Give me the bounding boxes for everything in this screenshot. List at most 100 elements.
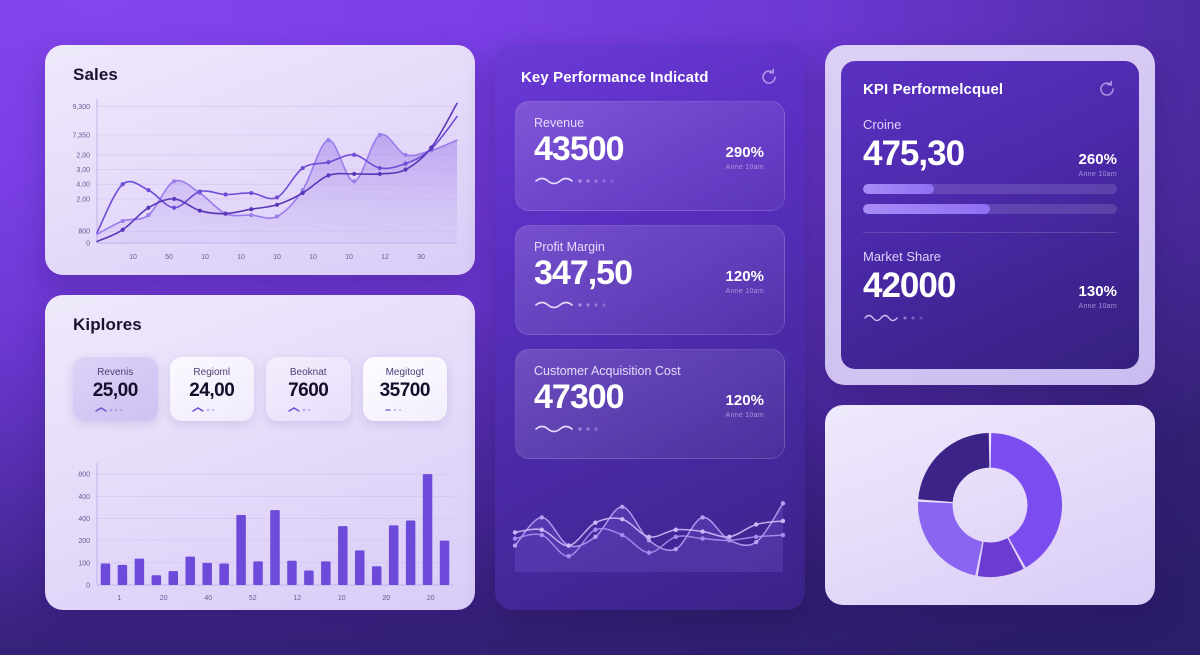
kpi-tile[interactable]: Megitogt 35700 [362,357,447,421]
svg-text:10: 10 [237,254,245,261]
metric-subtext: Anne 10am [725,288,764,295]
sales-card-title: Sales [73,65,118,84]
sparkline-icon [367,405,444,413]
metric-subtext: Anne 10am [725,164,764,171]
svg-text:0: 0 [86,241,90,248]
svg-text:20: 20 [427,595,435,602]
kpi-block-subtext: Anne 10am [1078,171,1117,178]
kpi-tile-label: Revenis [97,367,134,378]
svg-text:20: 20 [382,595,390,602]
metric-delta: 120% Anne 10am [725,392,764,419]
kpi-tile-value: 25,00 [92,380,139,401]
kpi-sparkline-chart[interactable] [512,479,786,590]
kpi-performance-inner: KPI Performelcquel Croine 475,30 260% An… [841,61,1139,369]
left-column: Sales 9,300 7,350 2,00 3,00 4,00 2,00 800 0 10 50… [45,45,475,610]
svg-text:3,00: 3,00 [76,167,90,174]
metric-delta: 290% Anne 10am [725,144,764,171]
kpi-block-croine[interactable]: Croine 475,30 260% Anne 10am [863,117,1117,214]
kpi-tile-label: Beoknat [289,367,327,378]
kpi-panel-title: Key Performance Indicatd [521,68,709,86]
kpi-sparkline-svg [512,501,786,572]
sparkline-icon [270,405,347,413]
kpi-block-market-share[interactable]: Market Share 42000 130% Anne 10am [863,249,1117,322]
svg-text:1: 1 [117,595,121,602]
kpi-block-delta: 130% Anne 10am [1078,283,1117,310]
metric-delta: 120% Anne 10am [725,268,764,295]
svg-text:10: 10 [129,254,137,261]
donut-chart-card [825,405,1155,605]
svg-text:10: 10 [309,254,317,261]
kpi-tile-value: 24,00 [189,380,235,401]
kpi-tile[interactable]: Beoknat 7600 [266,357,351,421]
svg-text:50: 50 [165,254,173,261]
svg-text:7,350: 7,350 [72,133,90,140]
svg-text:30: 30 [417,254,425,261]
kpi-performance-header: KPI Performelcquel [863,79,1117,117]
kpi-tile-row: Revenis 25,00 Regioml 24,00 Beoknat 7600 [45,335,475,421]
sparkline-icon [534,174,766,186]
progress-bar-2[interactable] [863,204,1117,214]
svg-text:10: 10 [273,254,281,261]
kpi-block-label: Croine [863,117,902,132]
metric-card-revenue[interactable]: Revenue 43500 290% Anne 10am [515,101,785,211]
kpi-tile[interactable]: Regioml 24,00 [169,357,254,421]
kpi-block-percent: 130% [1078,283,1117,300]
sales-line-chart-svg: 9,300 7,350 2,00 3,00 4,00 2,00 800 0 10 50 10 10 10… [72,99,458,261]
kpi-tile-value: 35700 [379,380,431,401]
kpi-block-delta: 260% Anne 10am [1078,151,1117,178]
metric-label: Customer Acquisition Cost [534,364,681,378]
refresh-icon[interactable] [1097,79,1117,99]
donut-chart[interactable] [890,418,1090,593]
svg-text:10: 10 [338,595,346,602]
metric-value: 43500 [534,130,625,168]
svg-text:400: 400 [78,494,90,501]
kiplores-bar-chart[interactable]: 800 400 400 200 100 0 1 20 40 52 12 10 20 20 [45,455,475,602]
kpi-block-value: 475,30 [863,134,965,173]
kiplores-card-title: Kiplores [73,315,142,334]
metric-value: 347,50 [534,254,633,292]
svg-text:800: 800 [78,229,90,236]
kpi-block-label: Market Share [863,249,942,264]
divider [863,232,1117,233]
kpi-panel-header: Key Performance Indicatd [515,65,785,101]
svg-text:9,300: 9,300 [72,104,90,111]
svg-text:0: 0 [86,583,90,590]
svg-text:2,00: 2,00 [76,196,90,203]
metric-label: Profit Margin [534,240,605,254]
refresh-icon[interactable] [759,67,779,87]
svg-text:10: 10 [201,254,209,261]
metric-label: Revenue [534,116,585,130]
metric-card-profit-margin[interactable]: Profit Margin 347,50 120% Anne 10am [515,225,785,335]
kpi-performance-card: KPI Performelcquel Croine 475,30 260% An… [825,45,1155,385]
kpi-tile-value: 7600 [288,380,329,401]
sparkline-icon [534,422,766,434]
svg-text:100: 100 [78,560,90,567]
svg-text:40: 40 [204,595,212,602]
kpi-performance-title: KPI Performelcquel [863,80,1004,98]
metric-percent: 120% [725,392,764,409]
svg-text:12: 12 [381,254,389,261]
svg-text:10: 10 [345,254,353,261]
svg-text:52: 52 [249,595,257,602]
metric-subtext: Anne 10am [725,412,764,419]
metric-percent: 120% [725,268,764,285]
kpi-block-value: 42000 [863,266,956,305]
kpi-tile[interactable]: Revenis 25,00 [73,357,158,421]
metric-card-customer-acquisition-cost[interactable]: Customer Acquisition Cost 47300 120% Ann… [515,349,785,459]
kpi-tile-label: Megitogt [385,367,424,378]
progress-bar-1[interactable] [863,184,1117,194]
right-column: KPI Performelcquel Croine 475,30 260% An… [825,45,1155,610]
kpi-block-subtext: Anne 10am [1078,303,1117,310]
sales-line-chart[interactable]: 9,300 7,350 2,00 3,00 4,00 2,00 800 0 10 50 10 10 10… [45,91,475,275]
kpi-panel: Key Performance Indicatd Revenue 43500 2… [495,45,805,610]
sparkline-icon [534,298,766,310]
svg-text:2,00: 2,00 [76,152,90,159]
kiplores-card: Kiplores Revenis 25,00 Regioml 24,00 [45,295,475,610]
kpi-tile-label: Regioml [193,367,231,378]
svg-text:4,00: 4,00 [76,182,90,189]
svg-text:20: 20 [160,595,168,602]
middle-column: Key Performance Indicatd Revenue 43500 2… [495,45,805,610]
svg-text:400: 400 [78,516,90,523]
svg-text:12: 12 [293,595,301,602]
